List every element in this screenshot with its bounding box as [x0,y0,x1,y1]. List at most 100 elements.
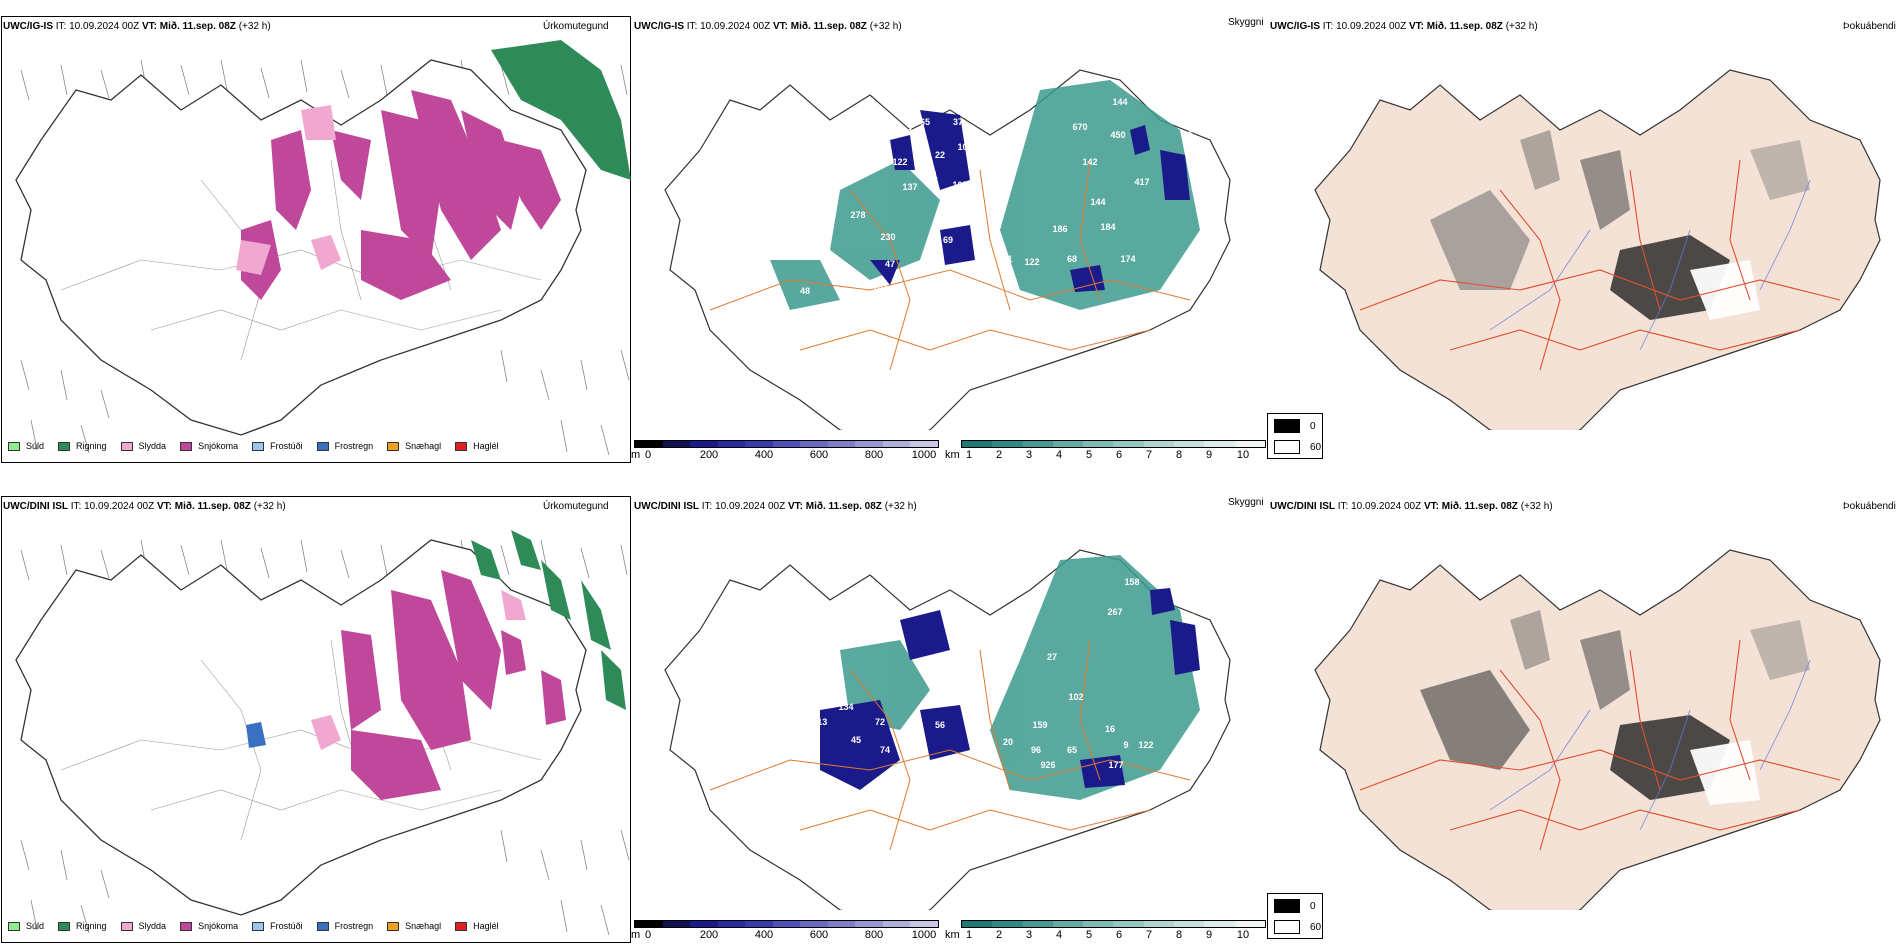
vt-label: VT: [156,501,172,512]
ceiling-label: 158 [1124,577,1139,587]
colorbar-unit: km [945,929,960,941]
fog-title-2: Þokuábendi [1843,501,1896,512]
ceiling-label: 159 [1032,720,1047,730]
legend-item: Snjókoma [180,921,238,931]
lead-time: (+32 h) [1520,501,1553,512]
colorbar-cell [690,921,718,927]
fog-swatch [1274,440,1300,454]
legend-label: Snæhagl [405,921,442,931]
precip-legend-2: Súld Rigning Slydda Snjókoma Frostúði Fr… [8,921,513,931]
colorbar-cells [961,440,1266,448]
fog-value: 60 [1310,441,1322,453]
tick: 0 [644,929,652,941]
sleet-areas [236,105,341,275]
model-name: UWC/DINI ISL [634,501,699,512]
ceiling-label: 184 [1100,222,1115,232]
ceiling-label: 144 [1112,97,1127,107]
colorbar-cell [717,441,746,447]
snow-areas [241,90,561,300]
ceiling-label: 22 [935,150,945,160]
colorbar-cell [662,441,691,447]
tick: 8 [1175,929,1183,941]
ceiling-label: 65 [920,117,930,127]
legend-item: Frostúði [252,921,303,931]
tick: 3 [1025,449,1033,461]
iceland-outline [15,59,587,436]
ceiling-label: 84 [1191,182,1201,192]
rain-areas [491,40,631,180]
ceiling-label: 134 [838,702,853,712]
colorbar-cell [827,441,856,447]
precip-panel-frame-2 [1,496,631,943]
ceiling-label: 54 [935,600,945,610]
rivers [1489,659,1811,831]
colorbar-cell [745,441,773,447]
precip-header-1: UWC/IG-IS IT: 10.09.2024 00Z VT: Mið. 11… [3,21,271,32]
snow-areas [341,570,566,800]
legend-item: Frostregn [316,921,373,931]
it-label: IT: [1322,21,1334,32]
fog-map-2 [1314,549,1881,910]
cloud-map-1: 83 46 65 37 81 22 103 122 101 105 137 23 278 230 69 47 5… [664,69,1231,430]
fog-map-1 [1314,69,1881,430]
tick: 6 [1115,929,1123,941]
legend-swatch [252,441,265,451]
tick: 4 [1055,449,1063,461]
tick: 1 [965,449,973,461]
colorbar-cell [772,921,801,927]
colorbar-cell [1174,441,1205,447]
ceiling-label: 144 [1090,197,1105,207]
visibility-colorbar-1: km 1 2 3 4 5 6 7 8 9 10 [945,440,1266,461]
it-value: 10.09.2024 00Z [1351,501,1422,512]
tick: 400 [754,449,774,461]
colorbar-cell [800,921,828,927]
legend-label: Slydda [138,441,167,451]
colorbar-cell [635,921,663,927]
colorbar-unit: m [631,929,641,941]
colorbar-cell [882,441,911,447]
colorbar-cell [855,441,883,447]
roads [1359,639,1841,851]
legend-item: Haglél [455,921,499,931]
colorbar-ticks: 1 2 3 4 5 6 7 8 9 10 [961,448,1266,461]
ceiling-label: 17 [965,632,975,642]
colorbar-cells [961,920,1266,928]
tick: 200 [699,449,719,461]
ceiling-label: 48 [800,286,810,296]
colorbar-cell [662,921,691,927]
ceiling-label: 55 [1183,130,1193,140]
colorbar-ticks: 1 2 3 4 5 6 7 8 9 10 [961,928,1266,941]
tick: 5 [1085,449,1093,461]
legend-item: Súld [8,921,44,931]
it-label: IT: [686,21,698,32]
tick: 400 [754,929,774,941]
colorbar-cell [772,441,801,447]
ceiling-label: 122 [1024,257,1039,267]
colorbar-cell [962,921,993,927]
fog-swatch [1274,419,1300,433]
tick: 1 [965,929,973,941]
ceiling-label: 105 [952,180,967,190]
colorbar-cell [1143,921,1175,927]
it-value: 10.09.2024 00Z [715,501,786,512]
fog-shading [1420,610,1810,805]
legend-swatch [316,441,329,451]
tick: 0 [644,449,652,461]
lead-time: (+32 h) [238,21,271,32]
ceiling-label: 926 [1040,760,1055,770]
legend-swatch [180,921,193,931]
colorbar-cell [1234,921,1265,927]
colorbar-cell [690,441,718,447]
ceiling-label: 23 [795,212,805,222]
legend-swatch [455,921,468,931]
colorbar-cell [827,921,856,927]
legend-label: Snjókoma [198,921,239,931]
fog-value: 0 [1310,420,1316,432]
roads [1359,159,1841,371]
it-label: IT: [1337,501,1349,512]
ceiling-label: 83 [927,92,937,102]
legend-item: Slydda [120,921,166,931]
fog-shading [1430,130,1810,320]
fog-legend-2: 0 60 [1267,893,1323,939]
ceiling-label: 122 [1138,740,1153,750]
